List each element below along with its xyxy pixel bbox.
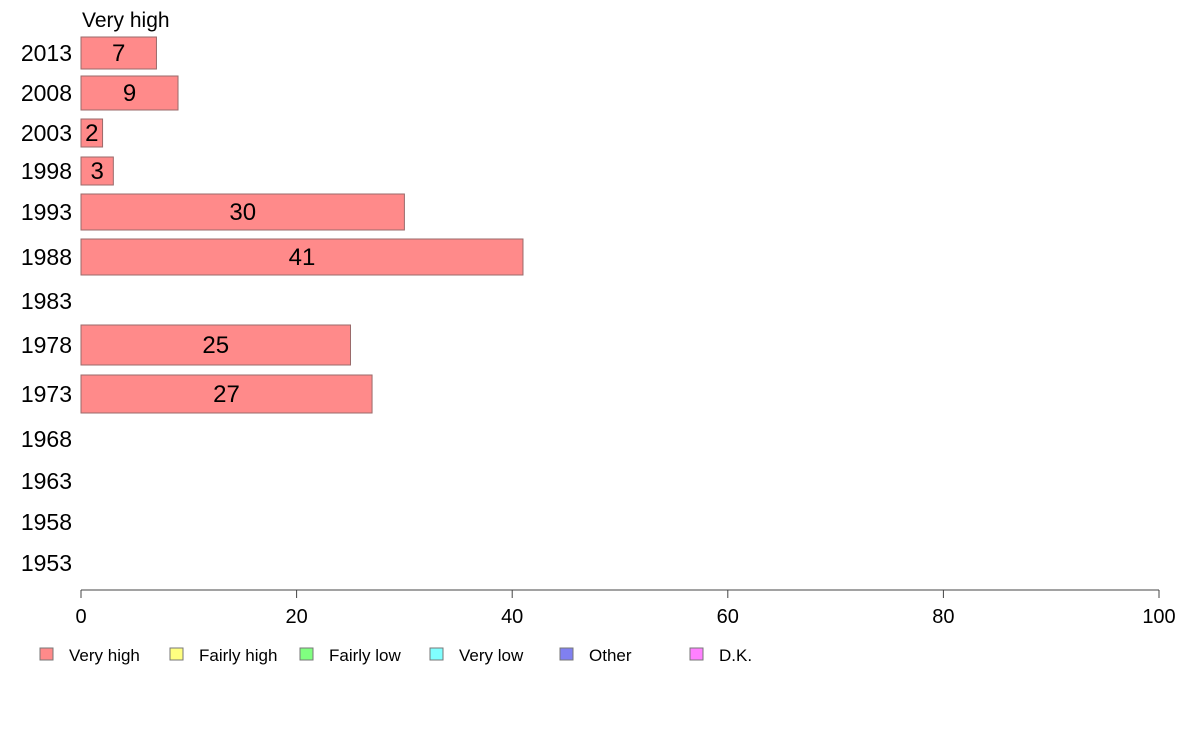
x-tick-label: 20 (285, 606, 307, 628)
legend-label: Fairly low (329, 646, 402, 665)
legend-swatch (429, 647, 444, 661)
bar-value-label: 25 (202, 332, 229, 359)
legend-label: Very high (69, 646, 140, 665)
bar (80, 156, 114, 186)
year-label: 1988 (21, 244, 72, 270)
legend-label: Fairly high (199, 646, 277, 665)
year-label: 1973 (21, 381, 72, 407)
legend-swatch (559, 647, 574, 661)
x-tick-label: 60 (717, 606, 739, 628)
legend-label: D.K. (719, 646, 752, 665)
x-tick-label: 100 (1142, 606, 1175, 628)
bar-value-label: 3 (90, 158, 103, 185)
legend-label: Very low (459, 646, 524, 665)
chart-title: Very high (82, 9, 170, 32)
year-label: 1993 (21, 199, 72, 225)
year-label: 1958 (21, 509, 72, 535)
year-label: 2008 (21, 80, 72, 106)
bar-value-label: 2 (85, 120, 98, 147)
year-labels-group: 2013 2008 2003 1998 1993 1988 1983 1978 1973 1968… (21, 40, 72, 576)
year-label: 2013 (21, 40, 72, 66)
bar-value-label: 7 (112, 40, 125, 67)
legend-swatch (299, 647, 314, 661)
legend-label: Other (589, 646, 632, 665)
year-label: 1983 (21, 288, 72, 314)
year-label: 1978 (21, 332, 72, 358)
bar-value-label: 27 (213, 381, 240, 408)
year-label: 1963 (21, 468, 72, 494)
bar (80, 374, 373, 414)
bars-group: 7 92 3 30 41 25 27 (80, 36, 524, 414)
year-label: 2003 (21, 120, 72, 146)
bar (80, 238, 524, 276)
legend-swatch (689, 647, 704, 661)
x-axis-ticks-group: 0 20 40 60 80 100 (75, 590, 1176, 628)
x-tick-label: 40 (501, 606, 523, 628)
bar (80, 118, 104, 148)
x-tick-label: 0 (75, 606, 86, 628)
bar-value-label: 41 (289, 244, 316, 271)
bar (80, 75, 179, 111)
bar (80, 193, 405, 231)
legend: Very high Fairly high Fairly low Very low Ot… (39, 646, 752, 665)
year-label: 1998 (21, 158, 72, 184)
bar-value-label: 30 (229, 199, 256, 226)
bar (80, 324, 351, 366)
bar (80, 36, 157, 70)
bar-value-label: 9 (123, 80, 136, 107)
year-label: 1953 (21, 550, 72, 576)
year-label: 1968 (21, 426, 72, 452)
x-tick-label: 80 (932, 606, 954, 628)
legend-swatch (169, 647, 184, 661)
legend-swatch (39, 647, 54, 661)
